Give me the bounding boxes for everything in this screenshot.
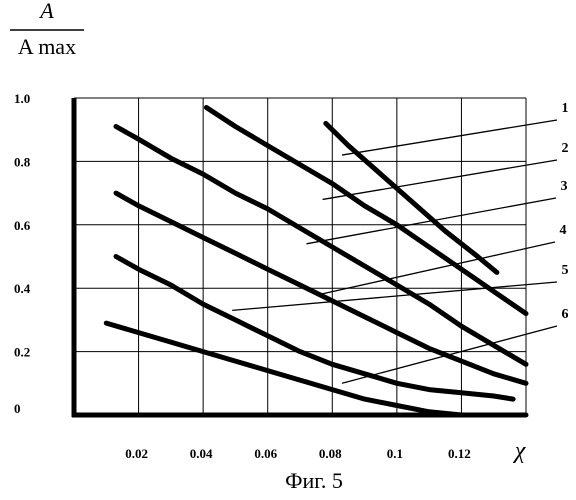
series-line-6 — [106, 323, 526, 415]
y-tick-label: 0.2 — [14, 345, 30, 360]
x-tick-label: 0.06 — [254, 446, 277, 461]
series-label-2: 2 — [562, 141, 569, 156]
series-label-1: 1 — [562, 101, 569, 116]
series-label-5: 5 — [562, 263, 569, 278]
x-tick-labels: 0.02 0.04 0.06 0.08 0.1 0.12 — [125, 446, 471, 461]
x-tick-label: 0.12 — [448, 446, 471, 461]
series-line-2 — [206, 108, 526, 314]
y-tick-label: 1.0 — [14, 91, 30, 106]
x-tick-label: 0.1 — [387, 446, 403, 461]
figure-caption: Фиг. 5 — [285, 468, 343, 493]
y-tick-label: 0.4 — [14, 281, 31, 296]
series-line-5 — [116, 257, 513, 400]
chart-grid — [74, 98, 526, 415]
chart-axes — [72, 98, 526, 417]
series-labels: 1 2 3 4 5 6 — [560, 101, 569, 322]
leader-line-2 — [323, 160, 557, 199]
series-label-4: 4 — [560, 223, 567, 238]
x-tick-label: 0.02 — [125, 446, 148, 461]
series-label-3: 3 — [561, 179, 568, 194]
y-tick-label: 0.8 — [14, 154, 31, 169]
x-tick-label: 0.08 — [319, 446, 342, 461]
series-label-6: 6 — [562, 307, 569, 322]
y-tick-labels: 0 0.2 0.4 0.6 0.8 1.0 — [14, 91, 31, 416]
y-tick-label: 0 — [14, 401, 21, 416]
y-tick-label: 0.6 — [14, 218, 31, 233]
y-axis-label: A A max — [10, 0, 84, 59]
x-tick-label: 0.04 — [190, 446, 213, 461]
x-axis-label: χ — [513, 438, 527, 464]
leader-line-1 — [342, 120, 557, 155]
chart-series — [106, 108, 526, 416]
y-label-denominator: A max — [18, 34, 76, 59]
y-label-numerator: A — [38, 0, 54, 23]
